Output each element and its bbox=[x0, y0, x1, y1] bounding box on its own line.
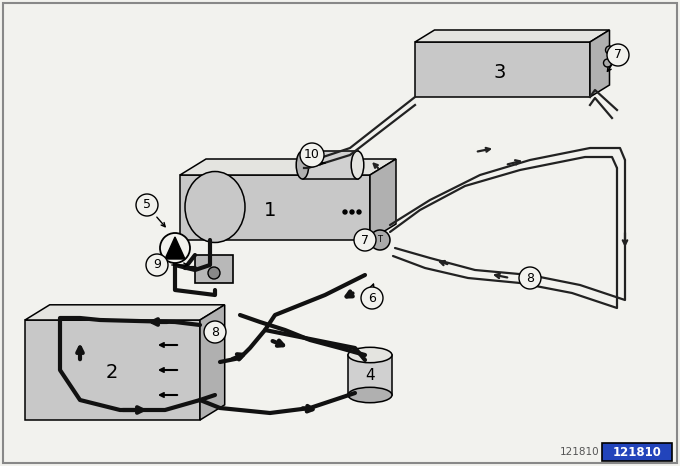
Circle shape bbox=[300, 143, 324, 167]
Polygon shape bbox=[303, 151, 358, 179]
Text: 6: 6 bbox=[368, 292, 376, 304]
Ellipse shape bbox=[348, 347, 392, 363]
Text: 2: 2 bbox=[106, 363, 118, 382]
Polygon shape bbox=[200, 305, 224, 420]
Text: 4: 4 bbox=[365, 368, 375, 383]
Circle shape bbox=[136, 194, 158, 216]
Circle shape bbox=[370, 230, 390, 250]
Circle shape bbox=[357, 210, 361, 214]
Text: 121810: 121810 bbox=[560, 447, 600, 457]
Text: 7: 7 bbox=[361, 233, 369, 247]
Circle shape bbox=[146, 254, 168, 276]
Text: 7: 7 bbox=[614, 48, 622, 62]
Polygon shape bbox=[195, 255, 233, 283]
Circle shape bbox=[361, 287, 383, 309]
Text: 1: 1 bbox=[264, 200, 276, 219]
Polygon shape bbox=[180, 159, 396, 175]
Circle shape bbox=[343, 210, 347, 214]
Text: 3: 3 bbox=[494, 62, 506, 82]
Text: 121810: 121810 bbox=[613, 445, 662, 459]
Circle shape bbox=[350, 210, 354, 214]
Circle shape bbox=[605, 46, 613, 54]
Polygon shape bbox=[590, 30, 609, 97]
Text: 10: 10 bbox=[304, 149, 320, 162]
Text: 8: 8 bbox=[526, 272, 534, 285]
Text: 9: 9 bbox=[153, 259, 161, 272]
Ellipse shape bbox=[185, 171, 245, 242]
Polygon shape bbox=[25, 320, 200, 420]
Circle shape bbox=[208, 267, 220, 279]
Circle shape bbox=[160, 233, 190, 263]
Ellipse shape bbox=[348, 387, 392, 403]
Polygon shape bbox=[415, 30, 609, 42]
Text: 5: 5 bbox=[143, 199, 151, 212]
Polygon shape bbox=[370, 159, 396, 240]
Text: T: T bbox=[377, 235, 382, 245]
Text: 8: 8 bbox=[211, 325, 219, 338]
Polygon shape bbox=[348, 355, 392, 395]
Circle shape bbox=[604, 59, 611, 67]
Bar bbox=[602, 443, 672, 461]
Circle shape bbox=[519, 267, 541, 289]
Ellipse shape bbox=[296, 151, 309, 179]
Circle shape bbox=[354, 229, 376, 251]
Polygon shape bbox=[415, 42, 590, 97]
Ellipse shape bbox=[351, 151, 364, 179]
Circle shape bbox=[607, 44, 629, 66]
Circle shape bbox=[204, 321, 226, 343]
Polygon shape bbox=[165, 237, 185, 259]
Polygon shape bbox=[25, 305, 224, 320]
Polygon shape bbox=[180, 175, 370, 240]
